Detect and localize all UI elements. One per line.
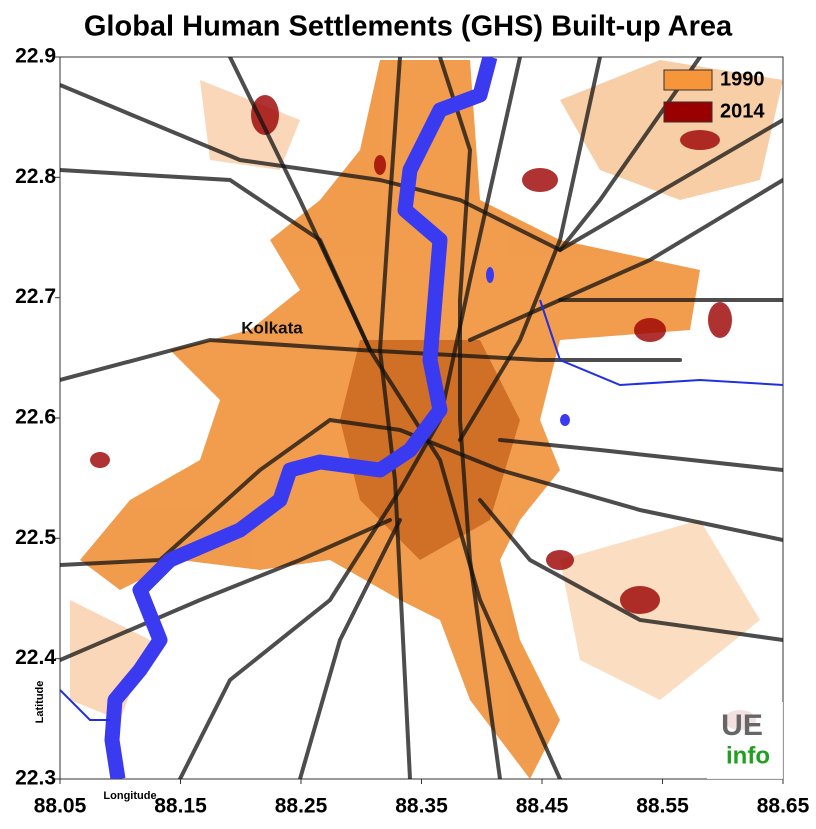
legend-label: 1990 (720, 68, 765, 90)
map-layers (60, 57, 783, 779)
x-tick-label: 88.25 (275, 795, 328, 818)
x-tick-label: 88.65 (757, 795, 810, 818)
legend-label: 2014 (720, 100, 765, 122)
y-tick-label: 22.8 (15, 165, 56, 188)
x-tick-label: 88.55 (636, 795, 689, 818)
x-tick-label: 88.05 (34, 795, 87, 818)
logo-bottom: info (726, 742, 770, 769)
roads (60, 57, 783, 779)
x-tick-label: 88.35 (395, 795, 448, 818)
y-tick-label: 22.3 (15, 767, 56, 790)
title: Global Human Settlements (GHS) Built-up … (84, 11, 733, 43)
logo-top: UE (721, 709, 763, 742)
x-axis-label: Longitude (103, 790, 156, 802)
logo: UE info (707, 702, 783, 779)
logo-background (707, 702, 783, 779)
y-tick-label: 22.5 (15, 526, 56, 549)
legend-swatch (663, 69, 713, 91)
y-tick-label: 22.4 (15, 646, 56, 669)
river (60, 57, 783, 779)
legend-swatch (663, 101, 713, 123)
y-tick-label: 22.7 (15, 285, 56, 308)
y-tick-label: 22.9 (15, 45, 56, 68)
y-tick-label: 22.6 (15, 406, 56, 429)
x-tick-label: 88.15 (154, 795, 207, 818)
legend: 1990 2014 (663, 68, 765, 123)
x-tick-label: 88.45 (516, 795, 569, 818)
y-axis-label: Latitude (34, 681, 46, 724)
place-label: Kolkata (241, 318, 303, 337)
